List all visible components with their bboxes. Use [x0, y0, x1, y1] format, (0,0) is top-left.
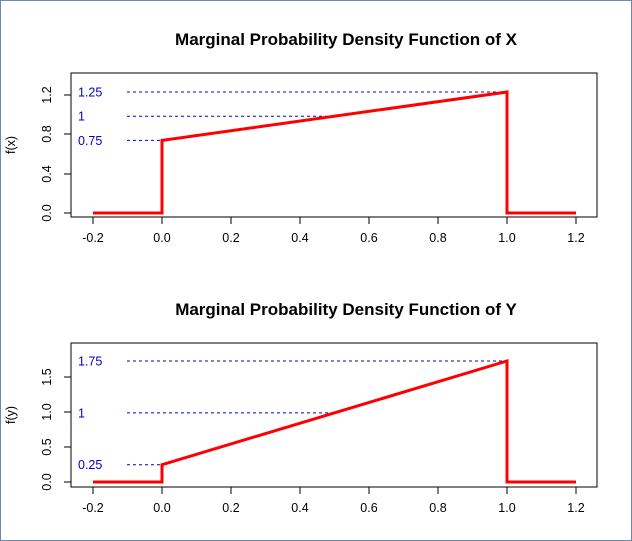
- density-curve-1-0: [93, 358, 576, 484]
- y-tick-label-1-3: 1.5: [40, 368, 54, 385]
- x-tick-label-1-7: 1.2: [567, 501, 584, 515]
- x-tick-label-0-1: 0.0: [153, 231, 170, 245]
- reference-label-0-2: 0.75: [78, 134, 102, 148]
- y-tick-label-1-0: 0.0: [40, 473, 54, 490]
- density-curve-0-0: [93, 90, 576, 215]
- plot-box-1: [70, 342, 598, 488]
- x-tick-label-1-0: -0.2: [82, 501, 104, 515]
- reference-label-1-0: 1.75: [78, 355, 102, 369]
- x-tick-label-1-1: 0.0: [153, 501, 170, 515]
- y-tick-label-1-1: 0.5: [40, 438, 54, 455]
- x-tick-label-1-5: 0.8: [429, 501, 446, 515]
- x-tick-label-1-2: 0.2: [222, 501, 239, 515]
- reference-label-0-0: 1.25: [78, 86, 102, 100]
- x-tick-label-0-4: 0.6: [360, 231, 377, 245]
- x-tick-label-0-6: 1.0: [498, 231, 515, 245]
- x-tick-label-0-3: 0.4: [291, 231, 308, 245]
- x-tick-label-0-0: -0.2: [82, 231, 104, 245]
- x-tick-label-0-2: 0.2: [222, 231, 239, 245]
- x-tick-label-0-7: 1.2: [567, 231, 584, 245]
- reference-label-1-2: 0.25: [78, 458, 102, 472]
- x-tick-label-0-5: 0.8: [429, 231, 446, 245]
- chart-title-1: Marginal Probability Density Function of…: [175, 300, 517, 319]
- reference-label-0-1: 1: [78, 110, 85, 124]
- y-tick-label-0-0: 0.0: [40, 204, 54, 221]
- y-tick-label-0-3: 1.2: [40, 86, 54, 103]
- y-axis-label-0: f(x): [4, 136, 18, 154]
- chart-title-0: Marginal Probability Density Function of…: [175, 30, 518, 49]
- x-tick-label-1-4: 0.6: [360, 501, 377, 515]
- x-tick-label-1-3: 0.4: [291, 501, 308, 515]
- x-tick-label-1-6: 1.0: [498, 501, 515, 515]
- y-tick-label-0-2: 0.8: [40, 125, 54, 142]
- plot-box-0: [70, 72, 598, 218]
- reference-label-1-1: 1: [78, 406, 85, 420]
- y-axis-label-1: f(y): [4, 406, 18, 424]
- y-tick-label-0-1: 0.4: [40, 165, 54, 182]
- y-tick-label-1-2: 1.0: [40, 403, 54, 420]
